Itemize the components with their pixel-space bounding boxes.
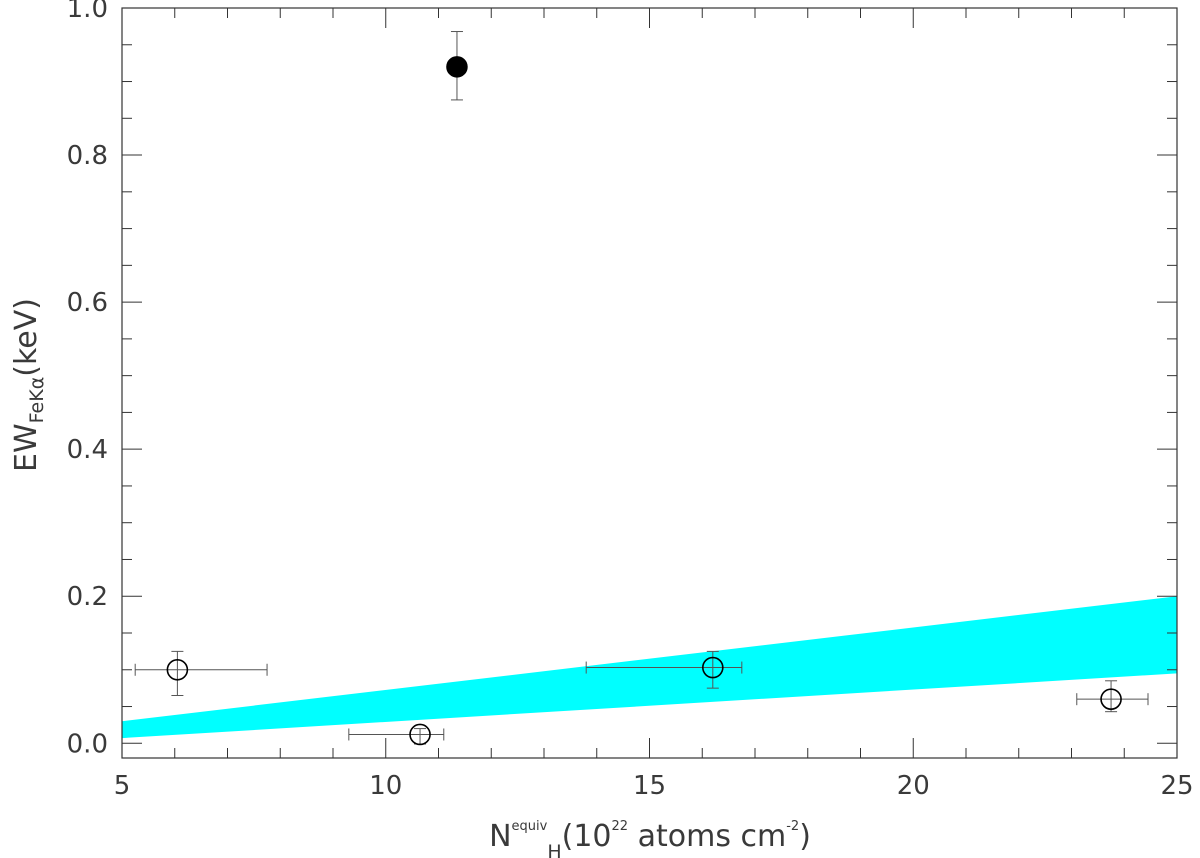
x-tick-label: 20 (897, 771, 930, 801)
x-axis-label-superscript: equiv (512, 819, 548, 834)
data-point (348, 723, 445, 746)
x-tick-label: 10 (369, 771, 402, 801)
x-axis-label-units: atoms cm (628, 819, 786, 854)
x-axis-label-main: N (489, 819, 511, 854)
open-marker (409, 723, 431, 746)
data-points-layer (134, 31, 1149, 746)
y-axis-label-main: EW (9, 423, 44, 472)
y-tick-label: 0.0 (67, 729, 108, 759)
y-axis-label-units: (keV) (9, 298, 44, 377)
y-tick-label: 1.0 (67, 0, 108, 24)
x-tick-label: 25 (1160, 771, 1193, 801)
x-axis-label-subscript: H (547, 841, 561, 858)
y-tick-label: 0.4 (67, 435, 108, 465)
y-tick-label: 0.6 (67, 288, 108, 318)
open-marker (166, 658, 189, 681)
data-point (585, 650, 743, 689)
x-axis-label-paren-open: (10 (562, 819, 612, 854)
data-point (134, 650, 268, 696)
y-tick-label: 0.8 (67, 141, 108, 171)
y-tick-label: 0.2 (67, 582, 108, 612)
filled-marker (446, 56, 468, 78)
x-axis-label-exponent: 22 (612, 819, 629, 834)
x-tick-label: 15 (633, 771, 666, 801)
y-axis-label: EWFeKα(keV) (9, 298, 48, 472)
data-point (446, 31, 468, 101)
x-axis-label: Nequiv H(1022 atoms cm-2) (489, 819, 811, 858)
axis-ticks-layer: 5 10 15 20 25 0.0 0.2 0.4 0.6 0.8 1.0 (67, 0, 1194, 801)
y-axis-label-subscript: FeKα (26, 377, 48, 424)
x-axis-label-paren-close: ) (799, 819, 811, 854)
data-point (1076, 680, 1149, 713)
x-tick-label: 5 (114, 771, 131, 801)
x-axis-label-units-exponent: -2 (786, 819, 799, 834)
open-marker (1100, 688, 1122, 710)
open-marker (701, 656, 724, 679)
